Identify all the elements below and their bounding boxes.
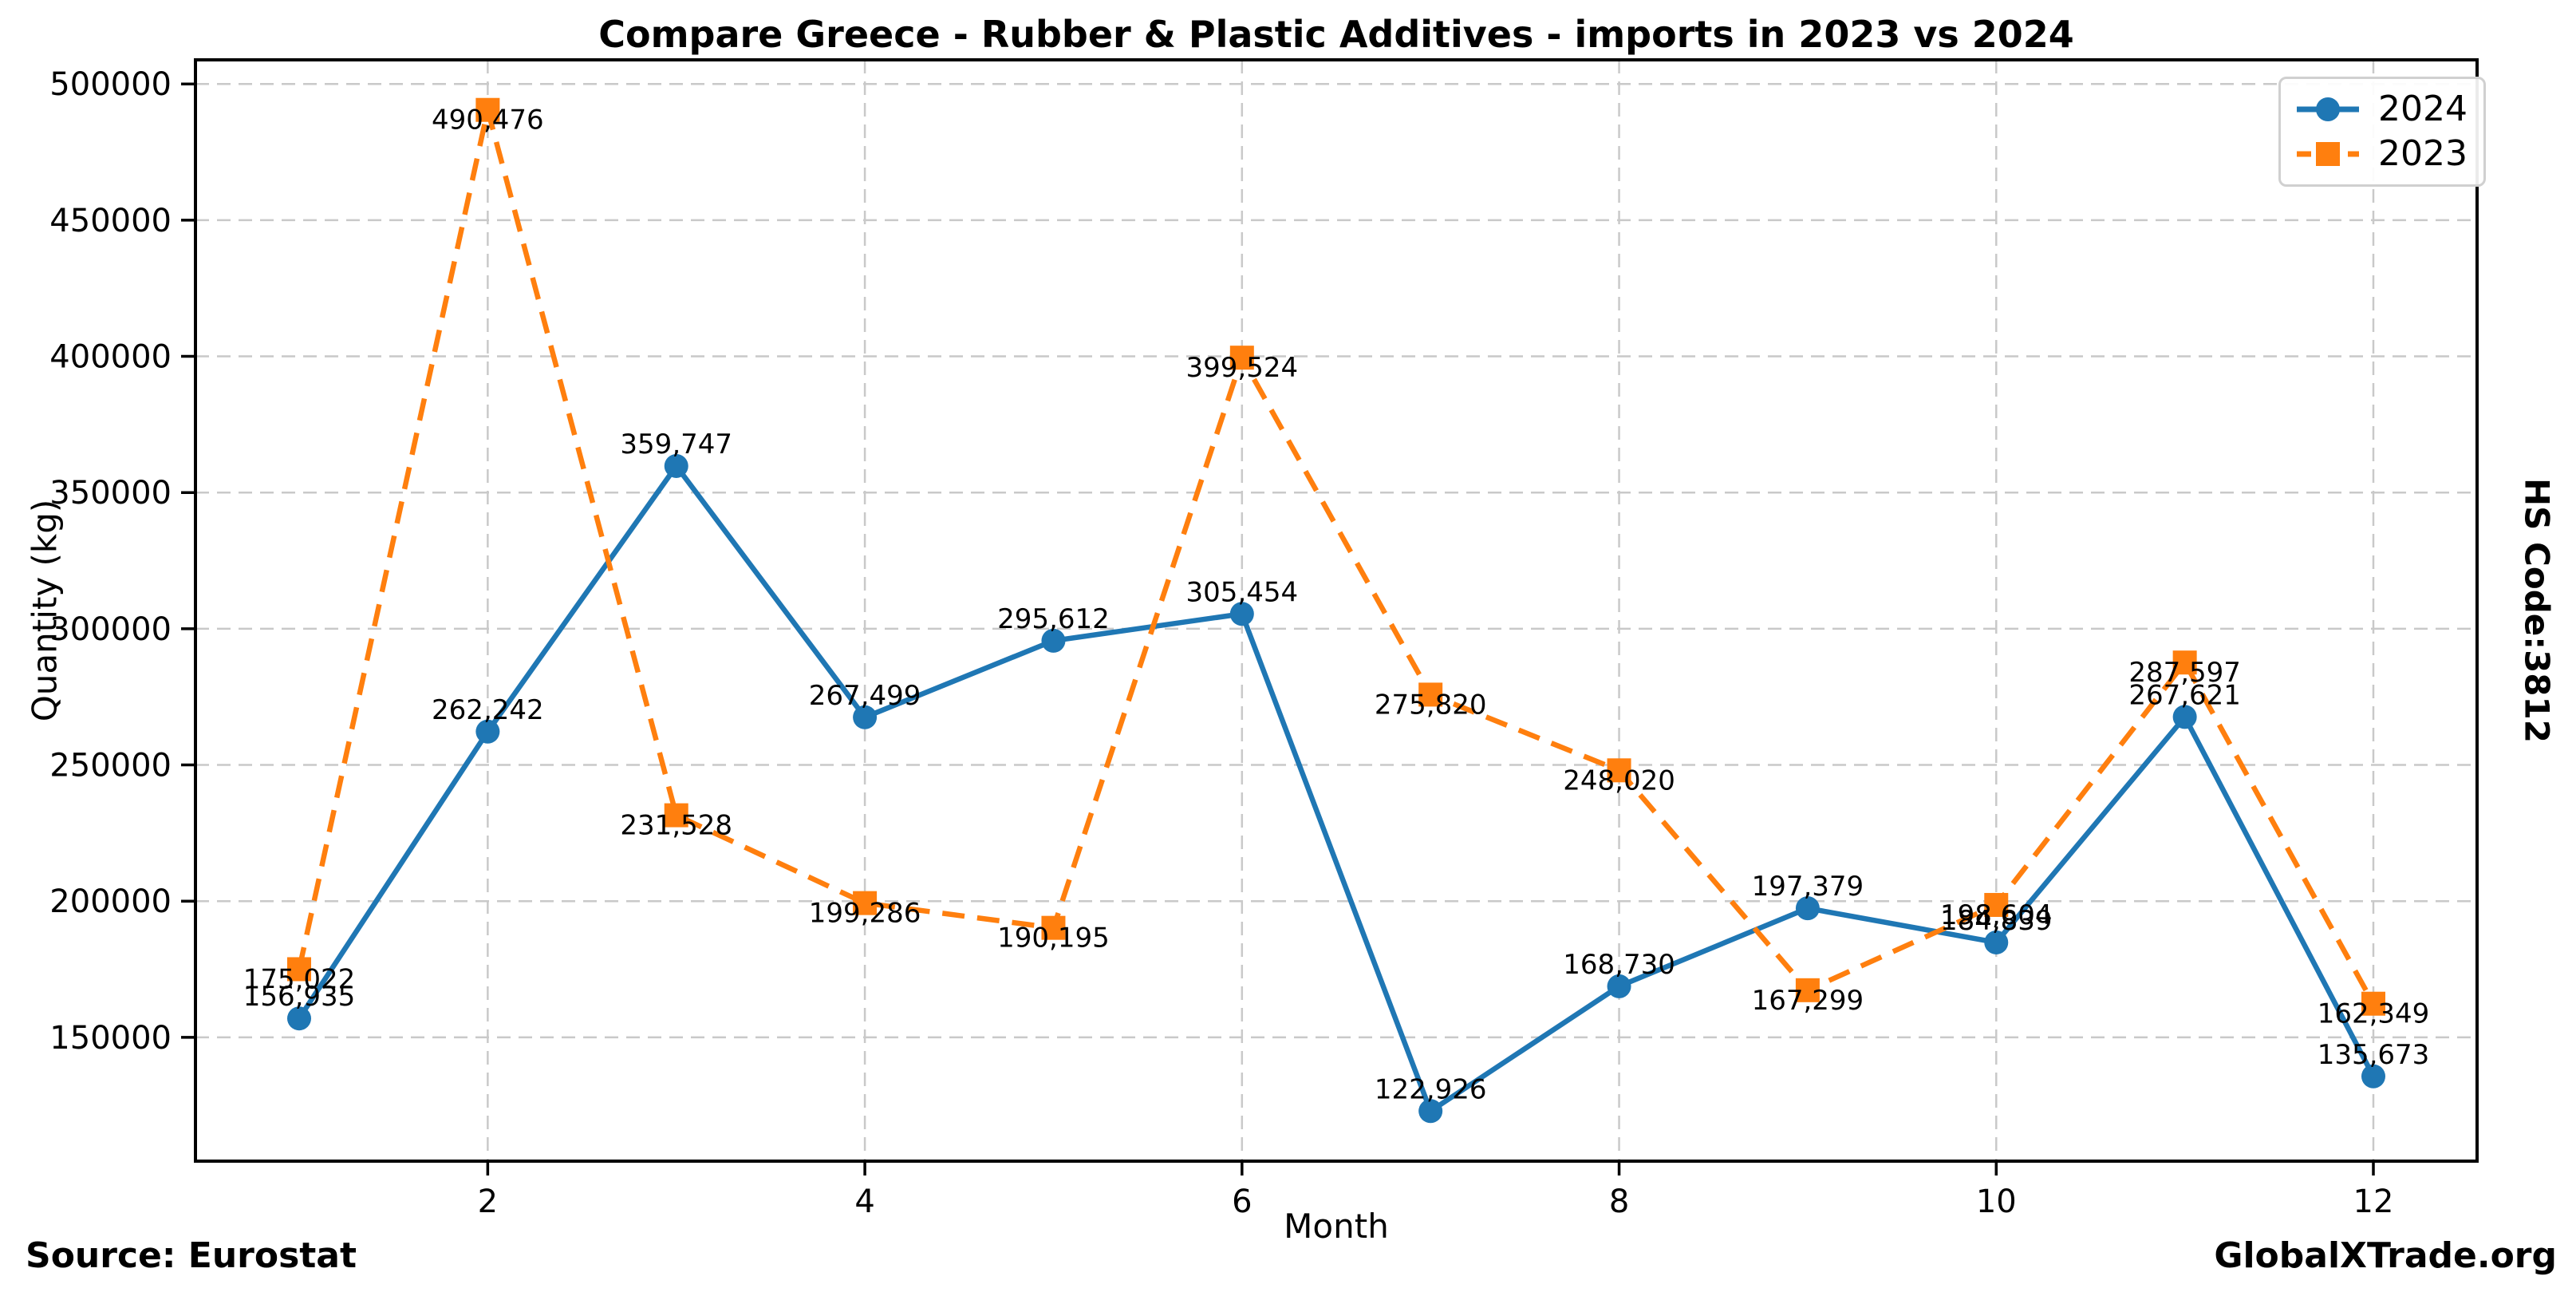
data-point-label-2023: 248,020 (1563, 765, 1675, 796)
data-point-label-2023: 167,299 (1752, 985, 1864, 1017)
data-point-label-2023: 190,195 (997, 923, 1110, 954)
legend-label-2024: 2024 (2378, 89, 2468, 129)
data-point-label-2024: 156,935 (243, 981, 356, 1013)
data-point-marker-2023 (475, 97, 500, 122)
source-attribution: Source: Eurostat (26, 1235, 357, 1276)
data-point-marker-2024 (664, 453, 688, 478)
x-tick-label: 2 (478, 1183, 498, 1220)
legend-line-2024-icon (2297, 97, 2359, 121)
data-point-label-2024: 305,454 (1186, 576, 1299, 608)
y-tick-label: 300000 (49, 611, 172, 648)
plot-border (194, 58, 2479, 1163)
data-point-marker-2024 (1229, 602, 1254, 626)
x-tick-label: 4 (854, 1183, 874, 1220)
data-point-label-2023: 399,524 (1186, 352, 1299, 384)
data-point-marker-2023 (1984, 892, 2009, 917)
y-tick-label: 450000 (49, 203, 172, 239)
data-point-marker-2023 (664, 803, 688, 828)
legend: 2024 2023 (2278, 77, 2486, 187)
data-point-marker-2023 (1229, 346, 1254, 370)
data-point-label-2023: 199,286 (809, 898, 921, 930)
data-point-label-2023: 275,820 (1375, 689, 1487, 721)
data-point-label-2024: 135,673 (2318, 1039, 2430, 1071)
data-point-marker-2024 (475, 719, 500, 744)
legend-entry-2024: 2024 (2294, 87, 2468, 132)
legend-entry-2023: 2023 (2294, 132, 2468, 176)
data-point-marker-2024 (2172, 705, 2197, 729)
data-point-label-2023: 231,528 (620, 810, 732, 842)
data-point-marker-2024 (1607, 974, 1631, 998)
y-tick-label: 250000 (49, 748, 172, 784)
data-point-marker-2023 (2172, 650, 2197, 675)
data-point-marker-2024 (1984, 930, 2009, 954)
data-point-label-2024: 184,839 (1940, 905, 2053, 937)
data-point-label-2024: 267,499 (809, 680, 921, 712)
data-point-label-2023: 287,597 (2128, 657, 2241, 689)
series-line-2024 (297, 461, 2376, 1116)
y-tick-label: 150000 (49, 1020, 172, 1057)
y-tick-label: 200000 (49, 883, 172, 920)
x-tick-label: 10 (1976, 1183, 2017, 1220)
data-point-marker-2023 (2361, 991, 2385, 1016)
data-point-label-2024: 359,747 (620, 429, 732, 460)
plot-area: 1500002000002500003000003500004000004500… (49, 58, 2479, 1220)
data-point-label-2024: 197,379 (1752, 871, 1864, 903)
data-point-marker-2023 (287, 957, 311, 982)
watermark: GlobalXTrade.org (2214, 1235, 2557, 1276)
data-point-label-2024: 168,730 (1563, 949, 1675, 981)
data-point-label-2023: 175,022 (243, 963, 356, 995)
series-line-2023 (296, 109, 2376, 1006)
x-axis-label: Month (1284, 1207, 1389, 1246)
data-point-marker-2024 (1418, 1099, 1443, 1124)
data-point-marker-2023 (1607, 758, 1631, 783)
data-point-label-2024: 267,621 (2128, 679, 2241, 711)
hs-code-label: HS Code:3812 (2517, 478, 2557, 743)
y-tick-label: 500000 (49, 66, 172, 103)
data-point-label-2023: 198,604 (1940, 899, 2053, 931)
data-point-label-2024: 122,926 (1375, 1073, 1487, 1105)
data-point-marker-2023 (1041, 915, 1066, 940)
data-point-marker-2024 (2361, 1064, 2385, 1089)
data-point-marker-2023 (853, 891, 878, 915)
data-point-label-2023: 490,476 (432, 105, 544, 136)
data-point-marker-2024 (1041, 628, 1066, 653)
x-tick-label: 12 (2353, 1183, 2394, 1220)
data-point-marker-2023 (1795, 978, 1820, 1002)
chart-title: Compare Greece - Rubber & Plastic Additi… (598, 13, 2074, 56)
legend-line-2023-icon (2297, 142, 2359, 166)
data-point-marker-2024 (1795, 896, 1820, 921)
data-point-marker-2024 (287, 1006, 311, 1031)
data-point-marker-2023 (1418, 682, 1443, 707)
data-point-label-2024: 262,242 (432, 694, 544, 726)
legend-label-2023: 2023 (2378, 133, 2468, 174)
data-point-label-2024: 295,612 (997, 603, 1110, 635)
data-point-marker-2024 (853, 705, 878, 729)
x-tick-label: 6 (1232, 1183, 1252, 1220)
y-tick-label: 350000 (49, 475, 172, 512)
y-tick-label: 400000 (49, 339, 172, 376)
data-point-label-2023: 162,349 (2318, 998, 2430, 1030)
x-tick-label: 8 (1609, 1183, 1629, 1220)
